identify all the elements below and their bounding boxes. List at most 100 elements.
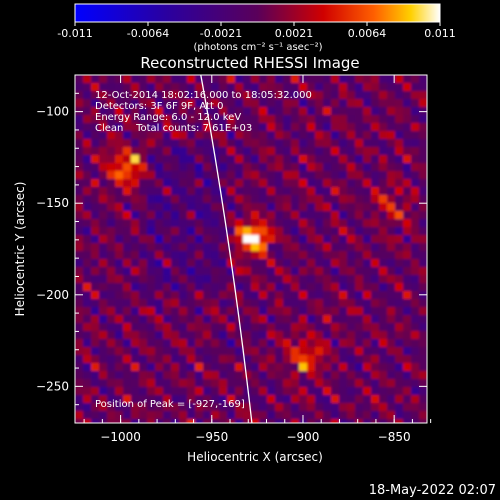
heatmap-cell [235,147,244,156]
heatmap-cell [115,123,124,132]
heatmap-cell [347,91,356,100]
heatmap-cell [243,291,252,300]
heatmap-cell [139,371,148,380]
heatmap-cell [411,195,420,204]
heatmap-cell [403,235,412,244]
heatmap-cell [275,403,284,412]
heatmap-cell [147,179,156,188]
heatmap-cell [243,235,252,244]
heatmap-cell [83,83,92,92]
heatmap-cell [331,75,340,84]
heatmap-cell [307,251,316,260]
heatmap-cell [395,315,404,324]
heatmap-cell [363,403,372,412]
heatmap-cell [299,203,308,212]
heatmap-cell [275,379,284,388]
heatmap-cell [235,99,244,108]
heatmap-cell [227,299,236,308]
heatmap-cell [123,275,132,284]
heatmap-cell [379,291,388,300]
heatmap-cell [403,347,412,356]
heatmap-cell [123,203,132,212]
heatmap-cell [387,331,396,340]
heatmap-cell [123,323,132,332]
heatmap-cell [203,179,212,188]
heatmap-cell [379,299,388,308]
heatmap-cell [147,139,156,148]
heatmap-cell [219,251,228,260]
heatmap-cell [187,179,196,188]
heatmap-cell [115,235,124,244]
heatmap-cell [123,179,132,188]
heatmap-cell [379,83,388,92]
heatmap-cell [107,203,116,212]
heatmap-cell [155,259,164,268]
heatmap-cell [235,307,244,316]
heatmap-cell [227,235,236,244]
heatmap-cell [307,259,316,268]
heatmap-cell [355,267,364,276]
heatmap-cell [371,75,380,84]
heatmap-cell [195,259,204,268]
heatmap-cell [283,203,292,212]
heatmap-cell [371,419,380,423]
heatmap-cell [195,219,204,228]
heatmap-cell [299,347,308,356]
heatmap-cell [155,419,164,423]
heatmap-cell [331,139,340,148]
heatmap-cell [419,363,427,372]
heatmap-cell [203,379,212,388]
heatmap-cell [115,227,124,236]
heatmap-cell [187,371,196,380]
heatmap-cell [227,107,236,116]
heatmap-cell [363,227,372,236]
heatmap-cell [139,411,148,420]
heatmap-cell [275,227,284,236]
heatmap-cell [411,235,420,244]
heatmap-cell [291,275,300,284]
heatmap-cell [83,211,92,220]
heatmap-cell [155,195,164,204]
heatmap-cell [91,211,100,220]
heatmap-cell [267,195,276,204]
heatmap-cell [115,339,124,348]
heatmap-cell [91,275,100,284]
heatmap-cell [211,123,220,132]
heatmap-cell [187,75,196,84]
heatmap-cell [307,107,316,116]
heatmap-cell [379,411,388,420]
heatmap-cell [419,195,427,204]
heatmap-cell [363,163,372,172]
heatmap-cell [123,403,132,412]
heatmap-cell [75,331,84,340]
heatmap-cell [75,347,84,356]
heatmap-cell [355,195,364,204]
heatmap-cell [211,203,220,212]
heatmap-cell [347,235,356,244]
heatmap-cell [403,131,412,140]
heatmap-cell [411,347,420,356]
heatmap-cell [123,395,132,404]
heatmap-cell [363,411,372,420]
heatmap-cell [235,195,244,204]
heatmap-cell [355,131,364,140]
heatmap-cell [355,171,364,180]
heatmap-cell [267,211,276,220]
heatmap-cell [379,267,388,276]
heatmap-cell [419,315,427,324]
heatmap-cell [411,179,420,188]
heatmap-cell [283,251,292,260]
heatmap-cell [299,91,308,100]
heatmap-cell [227,339,236,348]
heatmap-cell [187,107,196,116]
heatmap-cell [371,387,380,396]
heatmap-cell [355,83,364,92]
heatmap-cell [259,275,268,284]
heatmap-cell [211,307,220,316]
heatmap-cell [83,139,92,148]
heatmap-cell [307,147,316,156]
heatmap-cell [163,203,172,212]
heatmap-cell [203,363,212,372]
heatmap-cell [235,203,244,212]
